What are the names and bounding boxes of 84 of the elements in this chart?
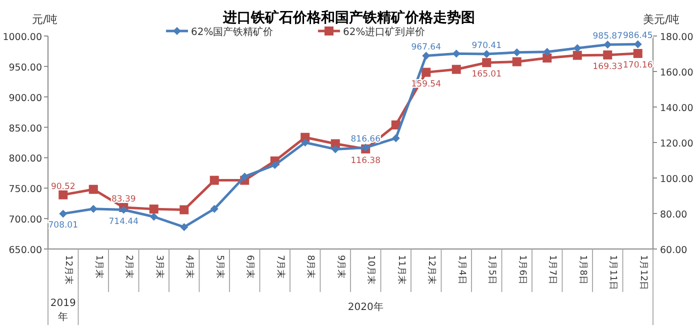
point (149, 204, 158, 214)
y-tick-label: 900.00 (8, 92, 42, 104)
y2-tick-label: 160.00 (660, 68, 694, 78)
point (240, 172, 249, 181)
x-tick-label: 8月末 (305, 255, 316, 279)
point (543, 48, 552, 56)
x-tick-label: 3月末 (154, 255, 165, 279)
data-label: 986.45 (623, 31, 653, 42)
point (392, 134, 400, 142)
y2-tick-label: 60.00 (660, 245, 688, 256)
x-tick-label: 9月末 (335, 255, 346, 279)
point (89, 204, 98, 213)
point (452, 64, 461, 74)
point (210, 204, 218, 213)
point (542, 54, 552, 63)
text: 2020年 (348, 301, 384, 313)
x-tick-label: 1月11日 (608, 255, 618, 290)
y-tick-label: 800.00 (8, 154, 42, 165)
data-label: 985.87 (592, 32, 622, 42)
point (512, 57, 522, 66)
y2-tick-label: 80.00 (660, 210, 688, 220)
point (120, 206, 128, 214)
point (331, 145, 340, 154)
data-label: 83.39 (111, 194, 136, 204)
data-label: 708.01 (48, 220, 78, 231)
y-tick-label: 650.00 (8, 245, 42, 256)
legend-label: 62%进口矿到岸价 (343, 26, 426, 38)
y-tick-label: 700.00 (8, 214, 42, 226)
x-tick-label: 2月末 (124, 255, 135, 279)
x-tick-label: 5月末 (214, 255, 226, 279)
data-label: 90.52 (50, 182, 76, 192)
point (512, 48, 521, 56)
point (603, 50, 612, 60)
point (452, 50, 460, 58)
point (422, 52, 430, 60)
text: 2019年 (50, 298, 76, 323)
point (210, 176, 219, 185)
y-axis-title: 元/吨 (32, 13, 58, 26)
point (301, 138, 310, 146)
x-tick-label: 7月末 (274, 255, 286, 279)
point (633, 48, 642, 58)
data-label: 714.44 (108, 216, 138, 227)
x-tick-label: 12月末 (426, 255, 438, 284)
point (150, 212, 158, 221)
y2-tick-label: 120.00 (660, 138, 694, 150)
x-tick-label: 11月末 (396, 255, 407, 284)
point (180, 223, 188, 232)
x-tick-label: 1月5日 (486, 255, 497, 284)
point (572, 50, 582, 60)
point (180, 205, 189, 214)
x-tick-label: 1月6日 (516, 255, 527, 284)
y2-axis-title: 美元/吨 (643, 13, 680, 26)
point (482, 58, 492, 68)
point (59, 210, 68, 218)
x-tick-label: 12月末 (63, 255, 74, 284)
y-tick-label: 950.00 (8, 62, 42, 74)
y2-tick-label: 140.00 (660, 103, 694, 114)
y-tick-label: 850.00 (8, 123, 42, 134)
data-label: 967.64 (411, 42, 441, 53)
data-label: 165.01 (472, 70, 502, 80)
y-tick-label: 1000.00 (2, 32, 42, 43)
x-tick-label: 1月末 (93, 255, 104, 279)
point (88, 184, 98, 194)
data-label: 169.33 (592, 62, 622, 72)
data-label: 116.38 (350, 156, 380, 166)
point (604, 40, 612, 49)
x-tick-label: 1月4日 (456, 255, 466, 284)
y2-tick-label: 100.00 (660, 174, 694, 185)
data-label: 970.41 (472, 41, 502, 52)
legend-label: 62%国产铁精矿价 (191, 26, 274, 38)
x-tick-label: 1月7日 (547, 255, 558, 284)
x-tick-label: 10月末 (366, 255, 377, 284)
point (573, 44, 582, 52)
x-tick-label: 1月8日 (577, 255, 588, 284)
chart-title: 进口铁矿石价格和国产铁精矿价格走势图 (222, 9, 475, 26)
point (270, 161, 279, 170)
x-tick-label: 6月末 (244, 255, 256, 279)
data-label: 170.16 (623, 60, 653, 70)
x-tick-label: 4月末 (184, 255, 196, 279)
point (422, 68, 431, 77)
y-tick-label: 750.00 (8, 184, 42, 196)
x-tick-label: 1月12日 (638, 255, 648, 290)
y2-tick-label: 180.00 (660, 32, 694, 43)
point (58, 190, 68, 200)
